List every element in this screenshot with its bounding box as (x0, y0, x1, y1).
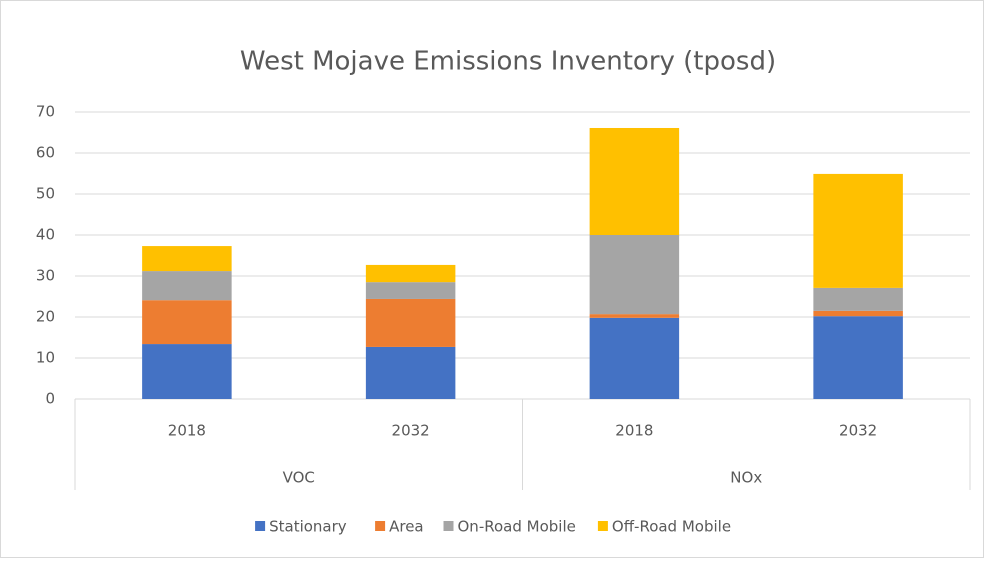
y-tick-label: 50 (36, 185, 55, 203)
bar-segment (142, 246, 232, 272)
bar-segment (813, 173, 903, 288)
bar-segment (813, 287, 903, 311)
y-tick-label: 60 (36, 144, 55, 162)
y-tick-label: 40 (36, 226, 55, 244)
bar-segment (589, 127, 680, 235)
x-tick-label: 2032 (392, 422, 430, 440)
bar-segment (142, 344, 232, 399)
bar-segment (365, 264, 456, 283)
bar-segment (813, 316, 903, 399)
bar-segment (589, 314, 680, 318)
bar-segment (365, 298, 456, 347)
y-tick-label: 20 (36, 308, 55, 326)
chart-title: West Mojave Emissions Inventory (tposd) (240, 47, 776, 77)
legend-label: On-Road Mobile (458, 518, 576, 536)
x-tick-label: 2018 (168, 422, 206, 440)
bar-segment (813, 310, 903, 317)
bar-segment (142, 300, 232, 345)
group-label: VOC (283, 469, 315, 487)
legend-label: Off-Road Mobile (612, 518, 731, 536)
bar-segment (365, 282, 456, 299)
bar-segment (589, 235, 680, 315)
legend-swatch (255, 521, 266, 531)
bar-segment (365, 346, 456, 399)
legend-swatch (597, 521, 608, 531)
y-tick-label: 70 (36, 103, 55, 121)
legend-swatch (375, 521, 386, 531)
bar-segment (589, 317, 680, 399)
y-tick-label: 10 (36, 349, 55, 367)
bar-segment (142, 271, 232, 301)
y-tick-label: 30 (36, 267, 55, 285)
legend-label: Area (389, 518, 424, 536)
y-tick-label: 0 (45, 390, 55, 408)
legend-label: Stationary (269, 518, 347, 536)
x-tick-label: 2032 (839, 422, 877, 440)
group-label: NOx (730, 469, 762, 487)
legend-swatch (443, 521, 454, 531)
x-tick-label: 2018 (615, 422, 653, 440)
